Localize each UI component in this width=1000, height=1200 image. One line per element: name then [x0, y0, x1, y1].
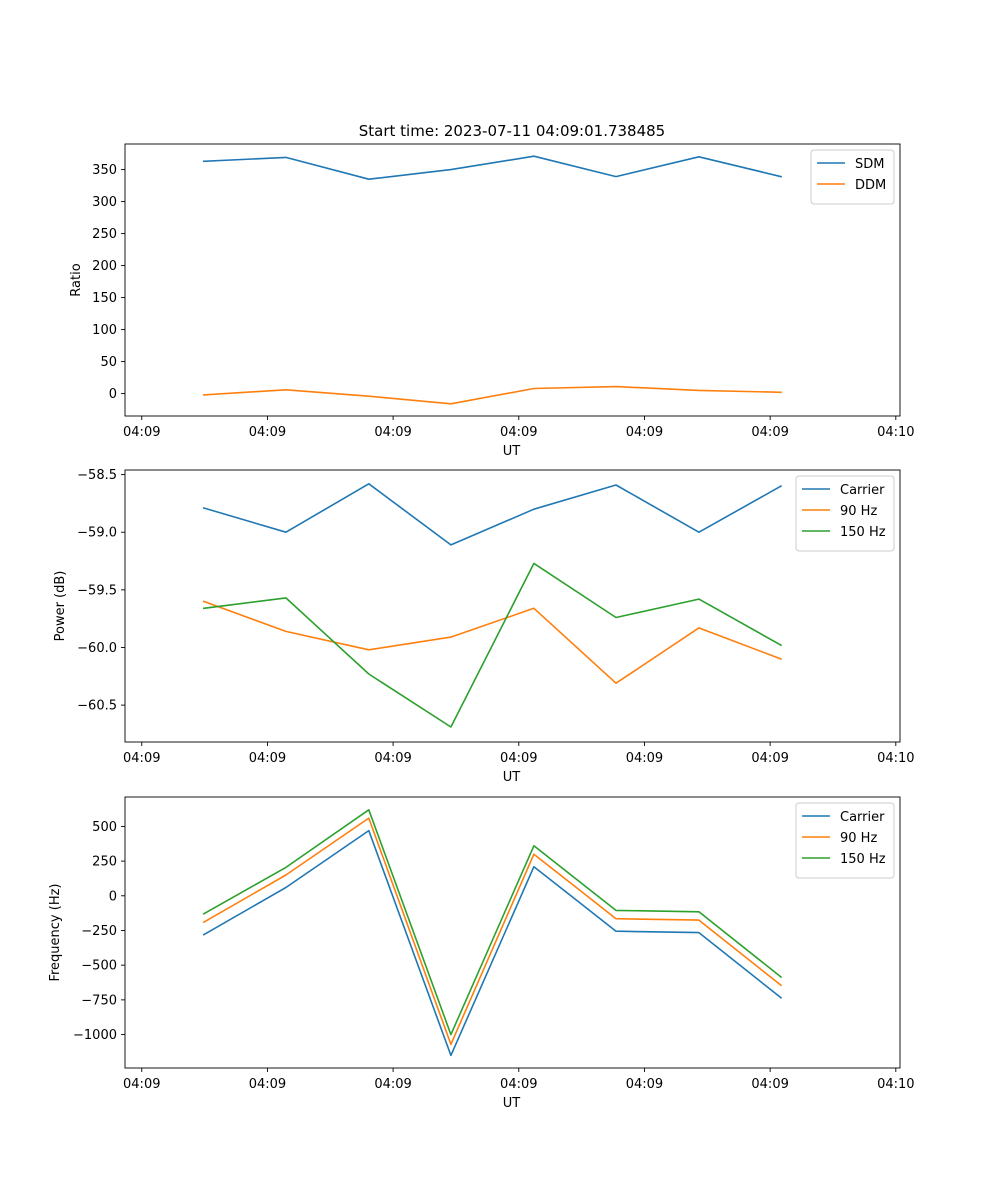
y-tick-label: −750 — [81, 993, 117, 1008]
y-tick-label: −59.5 — [77, 583, 117, 598]
x-tick-label: 04:09 — [500, 751, 537, 766]
figure-title: Start time: 2023-07-11 04:09:01.738485 — [359, 122, 665, 140]
x-tick-label: 04:10 — [877, 751, 914, 766]
y-axis-label: Power (dB) — [53, 571, 68, 642]
y-tick-label: 250 — [92, 855, 117, 870]
x-tick-label: 04:09 — [123, 1077, 160, 1092]
axes-frame — [124, 796, 901, 1069]
x-axis-label: UT — [503, 770, 521, 785]
subplot-1: 04:09 04:09 04:09 04:09 04:09 04:09 04:10 0 50 10… — [69, 143, 915, 459]
legend-box — [795, 475, 895, 552]
series-line-carrier — [202, 829, 783, 1057]
series-line-carrier — [202, 482, 783, 546]
x-tick-label: 04:09 — [626, 425, 663, 440]
y-tick-label: −500 — [81, 959, 117, 974]
legend-label: SDM — [855, 157, 884, 172]
legend-label: 90 Hz — [840, 504, 877, 519]
x-tick-label: 04:09 — [751, 1077, 788, 1092]
y-tick-label: 0 — [109, 889, 117, 904]
x-tick-label: 04:09 — [500, 425, 537, 440]
series-line-90-hz — [202, 600, 783, 685]
y-axis-label: Ratio — [69, 263, 84, 296]
x-tick-label: 04:09 — [374, 1077, 411, 1092]
y-tick-label: 300 — [92, 195, 117, 210]
y-tick-label: 50 — [100, 355, 117, 370]
x-tick-label: 04:09 — [626, 751, 663, 766]
y-tick-label: 250 — [92, 227, 117, 242]
series-line-ddm — [202, 385, 782, 405]
legend-label: DDM — [855, 178, 886, 193]
legend-label: Carrier — [840, 810, 885, 825]
y-tick-label: −250 — [81, 924, 117, 939]
axes-frame — [124, 143, 901, 417]
x-tick-label: 04:09 — [500, 1077, 537, 1092]
x-tick-label: 04:09 — [374, 751, 411, 766]
subplot-2: 04:09 04:09 04:09 04:09 04:09 04:09 04:10 −60.5… — [53, 468, 915, 785]
legend-label: 150 Hz — [840, 852, 886, 867]
y-tick-label: 100 — [92, 323, 117, 338]
legend-label: 150 Hz — [840, 525, 886, 540]
y-tick-label: −60.0 — [77, 641, 117, 656]
x-axis-label: UT — [503, 444, 521, 459]
x-tick-label: 04:09 — [374, 425, 411, 440]
x-tick-label: 04:10 — [877, 425, 914, 440]
y-tick-label: 350 — [92, 163, 117, 178]
y-tick-label: −60.5 — [77, 699, 117, 714]
legend-label: Carrier — [840, 483, 885, 498]
legend: SDM DDM — [810, 149, 895, 205]
legend: Carrier 90 Hz 150 Hz — [795, 475, 895, 552]
y-tick-label: 200 — [92, 259, 117, 274]
subplots: 04:09 04:09 04:09 04:09 04:09 04:09 04:10 0 50 10… — [48, 143, 915, 1111]
y-tick-label: −1000 — [73, 1028, 117, 1043]
subplot-3: 04:09 04:09 04:09 04:09 04:09 04:09 04:10 −1000… — [48, 796, 915, 1111]
legend-label: 90 Hz — [840, 831, 877, 846]
axes-frame — [124, 469, 901, 743]
x-axis-label: UT — [503, 1096, 521, 1111]
y-axis-label: Frequency (Hz) — [48, 883, 63, 981]
series-line-150-hz — [202, 562, 783, 728]
x-tick-label: 04:09 — [123, 425, 160, 440]
x-tick-label: 04:09 — [249, 425, 286, 440]
x-tick-label: 04:09 — [249, 751, 286, 766]
x-tick-label: 04:09 — [249, 1077, 286, 1092]
y-tick-label: 500 — [92, 820, 117, 835]
series-line-90-hz — [202, 817, 783, 1046]
legend: Carrier 90 Hz 150 Hz — [795, 802, 895, 879]
y-tick-label: 0 — [109, 387, 117, 402]
x-tick-label: 04:09 — [751, 751, 788, 766]
x-tick-label: 04:09 — [626, 1077, 663, 1092]
x-tick-label: 04:10 — [877, 1077, 914, 1092]
series-line-150-hz — [202, 808, 783, 1036]
y-tick-label: 150 — [92, 291, 117, 306]
legend-box — [795, 802, 895, 879]
y-tick-label: −58.5 — [77, 468, 117, 483]
x-tick-label: 04:09 — [123, 751, 160, 766]
series-line-sdm — [202, 155, 782, 180]
x-tick-label: 04:09 — [751, 425, 788, 440]
y-tick-label: −59.0 — [77, 526, 117, 541]
